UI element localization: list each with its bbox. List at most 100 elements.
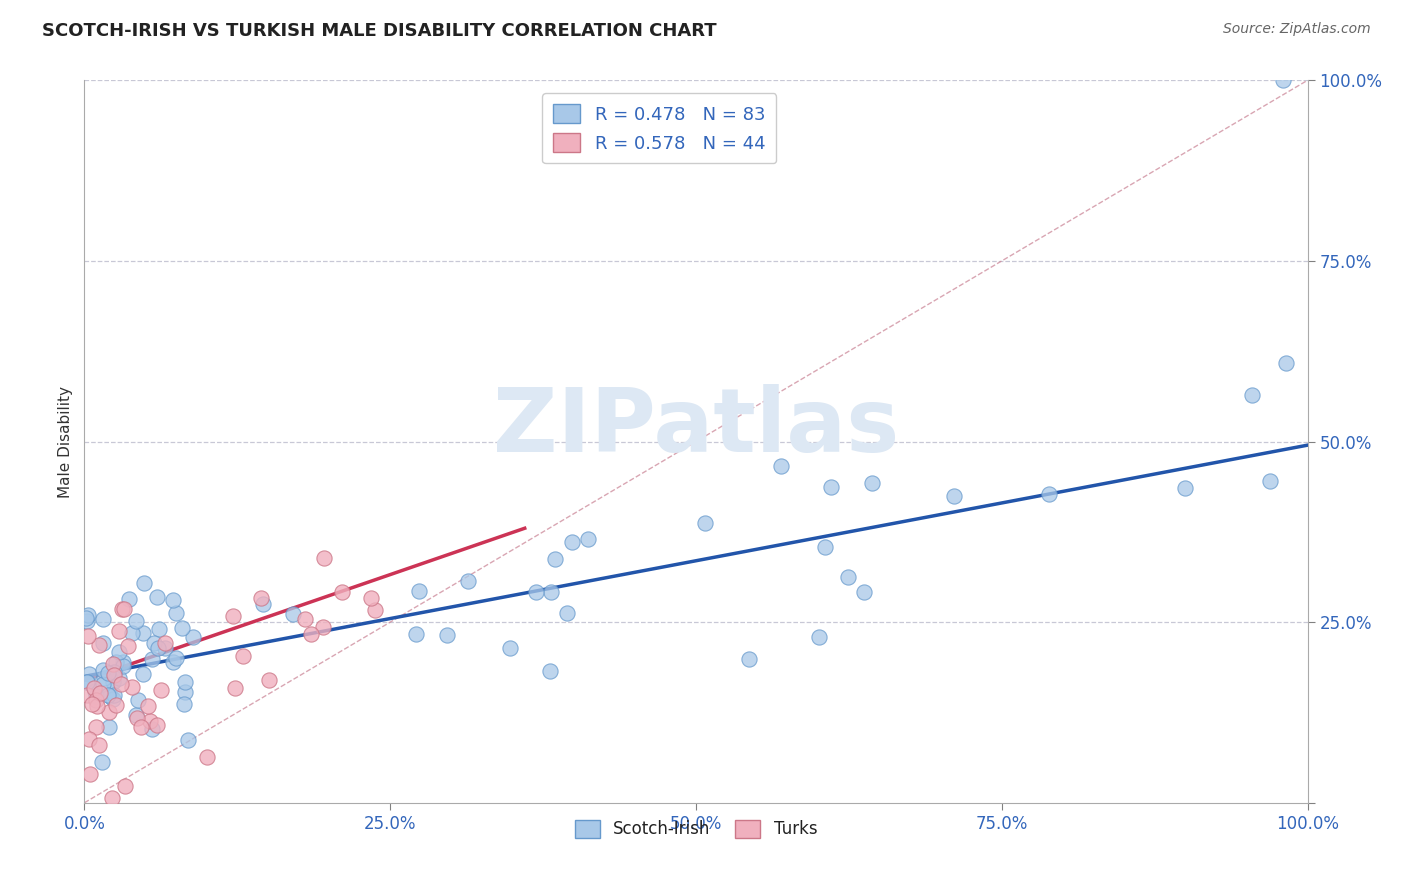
Point <box>107 645 129 659</box>
Point <box>76 614 98 628</box>
Text: ZIPatlas: ZIPatlas <box>494 384 898 471</box>
Point <box>97 689 120 703</box>
Point <box>93 671 115 685</box>
Point <box>232 649 254 664</box>
Point <box>162 592 184 607</box>
Point <box>457 574 479 588</box>
Point <box>1275 356 1298 370</box>
Point <box>91 676 114 690</box>
Point <box>132 626 155 640</box>
Point <box>103 665 125 679</box>
Point <box>174 675 197 690</box>
Text: Source: ZipAtlas.com: Source: ZipAtlas.com <box>1223 22 1371 37</box>
Point <box>294 612 316 626</box>
Point <box>111 602 134 616</box>
Point <box>252 597 274 611</box>
Point <box>86 699 108 714</box>
Point <box>132 576 155 591</box>
Point <box>405 626 427 640</box>
Point <box>127 693 149 707</box>
Point <box>125 711 148 725</box>
Point <box>695 516 717 531</box>
Point <box>250 591 273 605</box>
Point <box>165 651 187 665</box>
Point <box>408 583 430 598</box>
Point <box>224 681 246 696</box>
Point <box>146 718 169 732</box>
Point <box>89 686 111 700</box>
Point <box>769 458 792 473</box>
Point <box>84 690 107 704</box>
Point <box>91 612 114 626</box>
Point <box>87 738 110 752</box>
Point <box>524 585 547 599</box>
Point <box>101 674 124 689</box>
Point <box>146 591 169 605</box>
Point <box>98 689 121 703</box>
Point <box>363 602 385 616</box>
Point <box>299 626 322 640</box>
Point <box>197 750 219 764</box>
Point <box>77 608 100 623</box>
Point <box>737 652 759 666</box>
Y-axis label: Male Disability: Male Disability <box>58 385 73 498</box>
Point <box>101 674 124 689</box>
Point <box>105 698 128 712</box>
Point <box>125 614 148 628</box>
Point <box>1174 481 1197 495</box>
Point <box>75 610 97 624</box>
Point <box>97 705 120 719</box>
Point <box>561 534 583 549</box>
Point <box>183 630 205 644</box>
Point <box>332 584 354 599</box>
Point <box>540 585 562 599</box>
Point <box>1258 474 1281 488</box>
Point <box>104 655 127 669</box>
Point <box>108 624 131 639</box>
Point <box>172 621 194 635</box>
Point <box>1272 73 1295 87</box>
Point <box>97 665 120 680</box>
Point <box>76 674 98 689</box>
Point <box>820 480 842 494</box>
Point <box>121 625 143 640</box>
Point <box>853 585 876 599</box>
Point <box>84 692 107 706</box>
Point <box>97 720 120 734</box>
Point <box>153 636 176 650</box>
Point <box>87 638 110 652</box>
Point <box>77 667 100 681</box>
Point <box>80 697 103 711</box>
Point <box>111 659 134 673</box>
Point <box>148 622 170 636</box>
Point <box>76 675 98 690</box>
Point <box>103 688 125 702</box>
Point <box>311 620 333 634</box>
Point <box>1241 388 1264 402</box>
Point <box>578 533 600 547</box>
Point <box>808 630 831 644</box>
Point <box>814 540 837 554</box>
Point <box>436 627 458 641</box>
Point <box>943 490 966 504</box>
Point <box>141 652 163 666</box>
Point <box>132 667 155 681</box>
Point <box>499 640 522 655</box>
Point <box>138 699 160 714</box>
Point <box>79 731 101 746</box>
Point <box>76 688 98 702</box>
Point <box>257 673 280 687</box>
Point <box>149 683 172 698</box>
Point <box>121 680 143 694</box>
Point <box>173 698 195 712</box>
Point <box>91 755 114 769</box>
Point <box>107 671 129 685</box>
Point <box>837 570 859 584</box>
Point <box>83 681 105 695</box>
Point <box>101 657 124 672</box>
Point <box>314 550 336 565</box>
Point <box>138 714 160 728</box>
Point <box>91 663 114 677</box>
Point <box>142 635 165 649</box>
Point <box>131 720 153 734</box>
